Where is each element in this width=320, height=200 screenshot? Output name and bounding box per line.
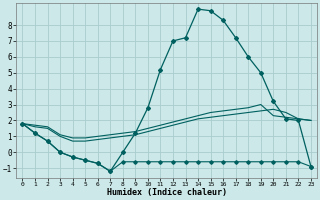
X-axis label: Humidex (Indice chaleur): Humidex (Indice chaleur) bbox=[107, 188, 227, 197]
